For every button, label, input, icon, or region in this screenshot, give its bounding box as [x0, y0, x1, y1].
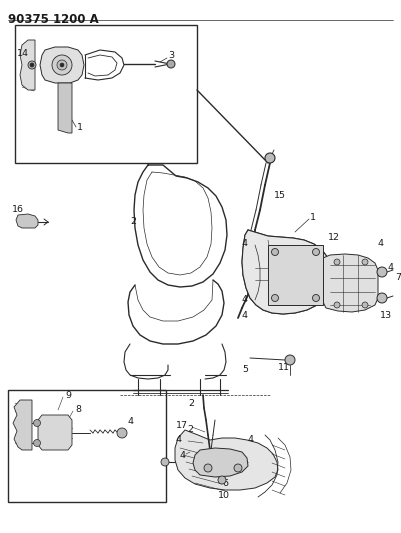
- Circle shape: [271, 248, 279, 255]
- Text: 4: 4: [241, 238, 247, 247]
- Text: 6: 6: [222, 480, 228, 489]
- Polygon shape: [40, 47, 84, 83]
- Text: 15: 15: [274, 190, 286, 199]
- Text: 4: 4: [179, 450, 185, 459]
- Circle shape: [34, 419, 41, 426]
- Circle shape: [271, 295, 279, 302]
- Polygon shape: [58, 83, 72, 133]
- Circle shape: [362, 302, 368, 308]
- Circle shape: [377, 267, 387, 277]
- Circle shape: [34, 440, 41, 447]
- Polygon shape: [242, 230, 332, 314]
- Text: 13: 13: [380, 311, 392, 319]
- Circle shape: [117, 428, 127, 438]
- Polygon shape: [193, 448, 248, 477]
- Bar: [8, 390, 166, 502]
- Text: 4: 4: [241, 295, 247, 304]
- Circle shape: [204, 464, 212, 472]
- Circle shape: [312, 248, 320, 255]
- Text: 9: 9: [65, 391, 71, 400]
- Text: 5: 5: [242, 366, 248, 375]
- Circle shape: [218, 476, 226, 484]
- Bar: [15, 25, 197, 163]
- Text: 2: 2: [187, 425, 193, 434]
- Text: 14: 14: [17, 49, 29, 58]
- Circle shape: [285, 355, 295, 365]
- Text: 2: 2: [188, 399, 194, 408]
- Text: 4: 4: [176, 435, 182, 445]
- Polygon shape: [38, 415, 72, 450]
- Text: 11: 11: [278, 364, 290, 373]
- Circle shape: [334, 259, 340, 265]
- Circle shape: [167, 60, 175, 68]
- Polygon shape: [16, 214, 38, 228]
- Text: 10: 10: [218, 490, 230, 499]
- Text: 4: 4: [241, 311, 247, 320]
- Circle shape: [60, 63, 64, 67]
- Circle shape: [312, 295, 320, 302]
- Circle shape: [377, 293, 387, 303]
- Text: 1: 1: [77, 124, 83, 133]
- Circle shape: [57, 60, 67, 70]
- Circle shape: [334, 302, 340, 308]
- Text: 2: 2: [130, 217, 136, 227]
- Text: 4: 4: [378, 239, 384, 248]
- Text: 4: 4: [248, 435, 254, 445]
- Polygon shape: [175, 430, 278, 490]
- Text: 7: 7: [395, 273, 401, 282]
- Circle shape: [161, 458, 169, 466]
- Text: 1: 1: [310, 214, 316, 222]
- Circle shape: [234, 464, 242, 472]
- Polygon shape: [13, 400, 32, 450]
- Text: 4: 4: [387, 263, 393, 272]
- Circle shape: [362, 259, 368, 265]
- Text: 3: 3: [168, 52, 174, 61]
- Text: 17: 17: [176, 421, 188, 430]
- Polygon shape: [20, 40, 35, 90]
- Circle shape: [28, 61, 36, 69]
- Circle shape: [52, 55, 72, 75]
- Bar: [268, 245, 323, 305]
- Text: 16: 16: [12, 206, 24, 214]
- Circle shape: [30, 63, 34, 67]
- Polygon shape: [323, 254, 378, 312]
- Text: 90375 1200 A: 90375 1200 A: [8, 13, 99, 26]
- Circle shape: [265, 153, 275, 163]
- Text: 4: 4: [128, 417, 134, 426]
- Text: 8: 8: [75, 406, 81, 415]
- Text: 12: 12: [328, 232, 340, 241]
